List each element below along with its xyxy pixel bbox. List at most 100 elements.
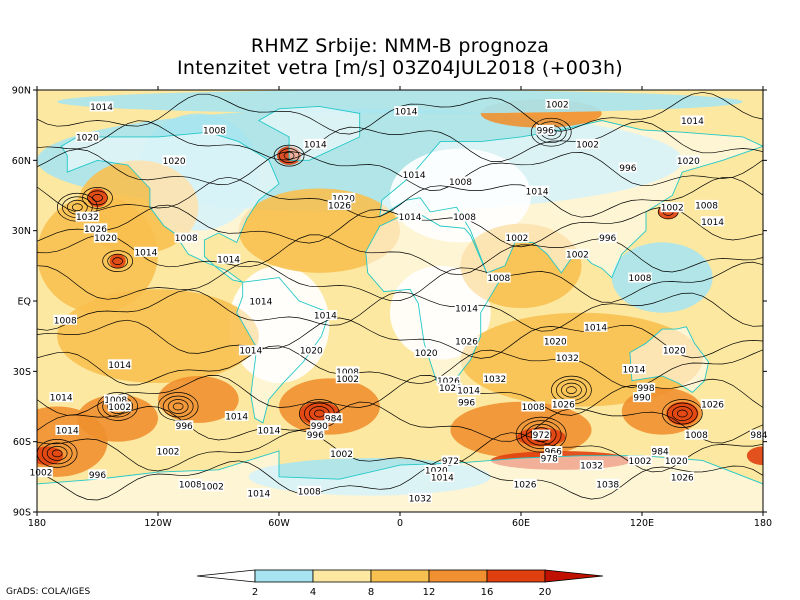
pressure-value: 1008 xyxy=(695,201,718,211)
pressure-label: 1038 xyxy=(595,478,620,490)
lon-tick-label: 120E xyxy=(630,518,654,529)
pressure-value: 1014 xyxy=(108,361,131,371)
pressure-label: 1008 xyxy=(521,401,545,413)
pressure-label: 1020 xyxy=(424,464,449,476)
pressure-value: 1014 xyxy=(403,171,426,181)
pressure-value: 1014 xyxy=(249,298,272,308)
pressure-value: 1002 xyxy=(566,251,589,261)
pressure-label: 1014 xyxy=(402,169,426,181)
pressure-center-ring xyxy=(525,423,557,446)
pressure-value: 1014 xyxy=(584,323,607,333)
wind-speed-area xyxy=(57,90,743,114)
pressure-label: 984 xyxy=(324,413,343,425)
pressure-value: 1038 xyxy=(596,480,619,490)
landmass-south-america xyxy=(236,277,330,424)
pressure-label: 1002 xyxy=(575,138,600,150)
pressure-label: 996 xyxy=(306,429,325,441)
colorbar-segment xyxy=(254,569,314,583)
pressure-center-ring xyxy=(46,446,68,461)
pressure-label-bg xyxy=(565,249,590,260)
pressure-label-bg xyxy=(88,469,107,480)
lon-tick-label: 0 xyxy=(397,518,403,529)
isobar-line xyxy=(37,458,763,501)
pressure-center-ring xyxy=(278,148,300,163)
pressure-label-bg xyxy=(700,399,725,410)
pressure-label-bg xyxy=(331,192,356,203)
landmass-australia xyxy=(629,326,710,393)
pressure-value: 1014 xyxy=(455,305,478,315)
pressure-label: 996 xyxy=(175,420,194,432)
pressure-label-bg xyxy=(543,335,568,346)
pressure-value: 1008 xyxy=(175,234,198,244)
pressure-label: 996 xyxy=(536,124,555,136)
pressure-value: 1002 xyxy=(201,483,224,493)
colorbar-label: 4 xyxy=(310,587,316,598)
pressure-value: 1026 xyxy=(514,480,537,490)
pressure-label: 1026 xyxy=(551,399,576,411)
pressure-value: 1008 xyxy=(685,431,708,441)
pressure-value: 1002 xyxy=(576,140,599,150)
pressure-label: 1008 xyxy=(335,366,360,378)
isobar-line xyxy=(37,317,763,359)
pressure-value: 1026 xyxy=(84,225,107,235)
wind-speed-area xyxy=(109,254,126,269)
pressure-center-ring xyxy=(273,144,305,167)
pressure-label-bg xyxy=(583,321,608,332)
pressure-label: 1014 xyxy=(700,216,725,228)
pressure-value: 1014 xyxy=(225,412,248,422)
pressure-label: 1014 xyxy=(398,211,422,223)
pressure-center-ring xyxy=(530,427,552,442)
pressure-label-bg xyxy=(438,382,463,393)
pressure-center-ring xyxy=(661,399,703,428)
pressure-label-bg xyxy=(632,392,652,403)
pressure-label: 1014 xyxy=(430,471,455,483)
pressure-label-bg xyxy=(162,155,186,166)
pressure-label: 1020 xyxy=(438,382,463,394)
lat-tick-label: 90N xyxy=(12,86,31,97)
pressure-label: 1026 xyxy=(327,199,352,211)
pressure-label-bg xyxy=(329,448,354,459)
pressure-label: 1002 xyxy=(505,232,529,244)
colorbar-segment xyxy=(312,569,372,583)
pressure-value: 996 xyxy=(619,164,636,174)
pressure-label-bg xyxy=(53,314,78,325)
isobar-line xyxy=(37,120,763,162)
pressure-label: 1032 xyxy=(482,373,507,385)
pressure-value: 1014 xyxy=(134,248,157,258)
pressure-value: 1008 xyxy=(179,480,202,490)
pressure-label: 1020 xyxy=(93,232,118,244)
pressure-label: 1014 xyxy=(622,363,646,375)
pressure-label: 1002 xyxy=(156,446,180,458)
pressure-label-bg xyxy=(394,106,418,117)
pressure-label-bg xyxy=(49,392,73,403)
colorbar-label: 8 xyxy=(368,587,374,598)
pressure-label-bg xyxy=(103,394,128,405)
pressure-label: 1026 xyxy=(454,335,479,347)
pressure-label: 1008 xyxy=(448,176,473,188)
pressure-value: 1026 xyxy=(437,377,460,387)
pressure-label-bg xyxy=(156,446,180,457)
pressure-value: 1020 xyxy=(439,384,462,394)
pressure-label: 984 xyxy=(651,446,670,458)
pressure-label: 1008 xyxy=(53,314,78,326)
pressure-label-bg xyxy=(676,155,701,166)
pressure-label-bg xyxy=(247,488,271,499)
pressure-label-bg xyxy=(684,429,709,440)
pressure-value: 1032 xyxy=(556,354,579,364)
pressure-center-ring xyxy=(666,402,698,425)
lat-tick-label: 60N xyxy=(12,156,31,167)
map-subtitle: Intenzitet vetra [m/s] 03Z04JUL2018 (+00… xyxy=(176,57,624,79)
pressure-label-bg xyxy=(313,310,338,321)
pressure-value: 996 xyxy=(89,471,106,481)
pressure-label: 1002 xyxy=(660,202,685,214)
pressure-label: 1032 xyxy=(408,492,432,504)
pressure-label: 1026 xyxy=(83,223,108,235)
pressure-label-bg xyxy=(224,410,249,421)
pressure-label-bg xyxy=(29,467,53,478)
pressure-value: 1014 xyxy=(526,187,549,197)
pressure-label: 1020 xyxy=(299,345,324,357)
pressure-label: 1008 xyxy=(297,485,322,497)
pressure-label-bg xyxy=(303,138,328,149)
pressure-label-bg xyxy=(452,211,477,222)
pressure-label-bg xyxy=(249,296,273,306)
